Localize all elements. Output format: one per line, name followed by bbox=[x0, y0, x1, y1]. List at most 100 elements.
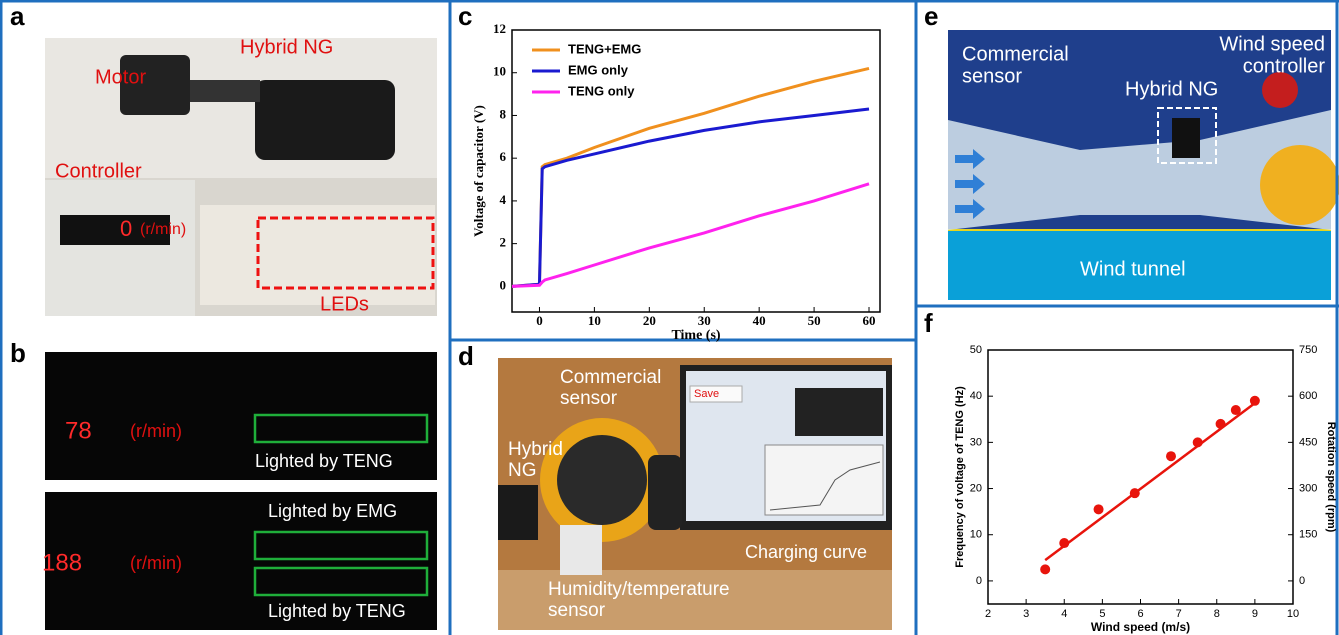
annotation: (r/min) bbox=[130, 421, 182, 441]
panel-label: d bbox=[458, 341, 474, 371]
point bbox=[1250, 396, 1260, 406]
hybrid-ng bbox=[1172, 118, 1200, 158]
annotation: Commercial bbox=[560, 367, 661, 388]
fan-grill bbox=[557, 435, 647, 525]
annotation: Hybrid NG bbox=[240, 36, 333, 58]
x-tick-label: 60 bbox=[863, 313, 876, 328]
x-tick-label: 6 bbox=[1137, 608, 1143, 620]
annotation: LEDs bbox=[320, 293, 369, 315]
x-tick-label: 4 bbox=[1061, 608, 1067, 620]
panel-label: f bbox=[924, 308, 933, 338]
annotation: Hybrid NG bbox=[1125, 78, 1218, 100]
x-tick-label: 20 bbox=[643, 313, 656, 328]
annotation: sensor bbox=[560, 388, 618, 409]
y-tick-label: 2 bbox=[500, 235, 507, 250]
annotation: Lighted by EMG bbox=[268, 501, 397, 521]
annotation: (r/min) bbox=[140, 221, 186, 238]
fan bbox=[1260, 145, 1339, 225]
y2-tick-label: 150 bbox=[1299, 529, 1317, 541]
point bbox=[1166, 451, 1176, 461]
hybrid-ng bbox=[255, 80, 395, 160]
thermometer bbox=[560, 525, 602, 575]
shaft bbox=[190, 80, 260, 102]
x-tick-label: 30 bbox=[698, 313, 711, 328]
screen-plot bbox=[795, 388, 883, 436]
sensor bbox=[648, 455, 682, 530]
annotation: NG bbox=[508, 460, 537, 481]
annotation: Wind speed bbox=[1219, 33, 1325, 55]
y-tick-label: 4 bbox=[500, 192, 507, 207]
x-tick-label: 50 bbox=[808, 313, 821, 328]
x-axis-label: Wind speed (m/s) bbox=[1091, 620, 1190, 634]
y-tick-label: 0 bbox=[500, 277, 507, 292]
x-tick-label: 9 bbox=[1252, 608, 1258, 620]
annotation: Hybrid bbox=[508, 439, 563, 460]
x-tick-label: 40 bbox=[753, 313, 766, 328]
panel-label: b bbox=[10, 338, 26, 368]
annotation: Charging curve bbox=[745, 542, 867, 562]
annotation: 78 bbox=[65, 417, 92, 444]
annotation: Humidity/temperature bbox=[548, 579, 730, 600]
point bbox=[1216, 419, 1226, 429]
x-tick-label: 5 bbox=[1099, 608, 1105, 620]
x-tick-label: 10 bbox=[588, 313, 601, 328]
x-tick-label: 10 bbox=[1287, 608, 1299, 620]
panel-label: e bbox=[924, 1, 938, 31]
annotation: (r/min) bbox=[130, 553, 182, 573]
x-tick-label: 7 bbox=[1176, 608, 1182, 620]
controller bbox=[45, 180, 195, 316]
legend-label: TENG only bbox=[568, 83, 635, 98]
figure: a b c d e f Motor Hybrid NG Controller LEDs (r/min… bbox=[0, 0, 1339, 635]
point bbox=[1040, 564, 1050, 574]
annotation: Motor bbox=[95, 66, 146, 88]
y-tick-label: 50 bbox=[970, 344, 982, 356]
point bbox=[1059, 538, 1069, 548]
y-tick-label: 10 bbox=[970, 529, 982, 541]
arrows bbox=[955, 149, 985, 219]
y2-axis-label: Rotation speed (rpm) bbox=[1325, 422, 1337, 533]
y2-tick-label: 300 bbox=[1299, 482, 1317, 494]
y2-tick-label: 0 bbox=[1299, 575, 1305, 587]
breadboard bbox=[200, 205, 435, 305]
hybrid-ng bbox=[498, 485, 538, 540]
annotation: Wind tunnel bbox=[1080, 258, 1186, 280]
x-tick-label: 0 bbox=[536, 313, 543, 328]
panel-label: a bbox=[10, 1, 25, 31]
y-axis-label: Voltage of capacitor (V) bbox=[471, 105, 486, 237]
x-axis-label: Time (s) bbox=[671, 328, 720, 343]
y2-tick-label: 750 bbox=[1299, 344, 1317, 356]
y2-tick-label: 600 bbox=[1299, 390, 1317, 402]
annotation: controller bbox=[1243, 55, 1326, 77]
annotation: Lighted by TENG bbox=[255, 451, 393, 471]
point bbox=[1094, 504, 1104, 514]
legend-label: TENG+EMG bbox=[568, 41, 641, 56]
y-tick-label: 20 bbox=[970, 482, 982, 494]
y-tick-label: 30 bbox=[970, 436, 982, 448]
y-tick-label: 6 bbox=[500, 149, 507, 164]
point bbox=[1231, 405, 1241, 415]
y-tick-label: 8 bbox=[500, 106, 507, 121]
annotation: 188 bbox=[42, 549, 82, 576]
panel-label: c bbox=[458, 1, 472, 31]
legend-label: EMG only bbox=[568, 62, 629, 77]
annotation: Controller bbox=[55, 160, 142, 182]
annotation: sensor bbox=[962, 65, 1022, 87]
x-tick-label: 2 bbox=[985, 608, 991, 620]
point bbox=[1130, 488, 1140, 498]
annotation: Save bbox=[694, 388, 719, 400]
annotation: sensor bbox=[548, 600, 606, 621]
annotation: 0 bbox=[120, 216, 132, 241]
y-axis-label: Frequency of voltage of TENG (Hz) bbox=[954, 386, 966, 568]
x-tick-label: 3 bbox=[1023, 608, 1029, 620]
controller bbox=[1262, 72, 1298, 108]
screen-plot bbox=[765, 445, 883, 515]
point bbox=[1193, 437, 1203, 447]
y-tick-label: 0 bbox=[976, 575, 982, 587]
annotation: Commercial bbox=[962, 43, 1069, 65]
y-tick-label: 40 bbox=[970, 390, 982, 402]
y-tick-label: 12 bbox=[493, 21, 506, 36]
x-tick-label: 8 bbox=[1214, 608, 1220, 620]
y-tick-label: 10 bbox=[493, 64, 506, 79]
y2-tick-label: 450 bbox=[1299, 436, 1317, 448]
annotation: Lighted by TENG bbox=[268, 601, 406, 621]
